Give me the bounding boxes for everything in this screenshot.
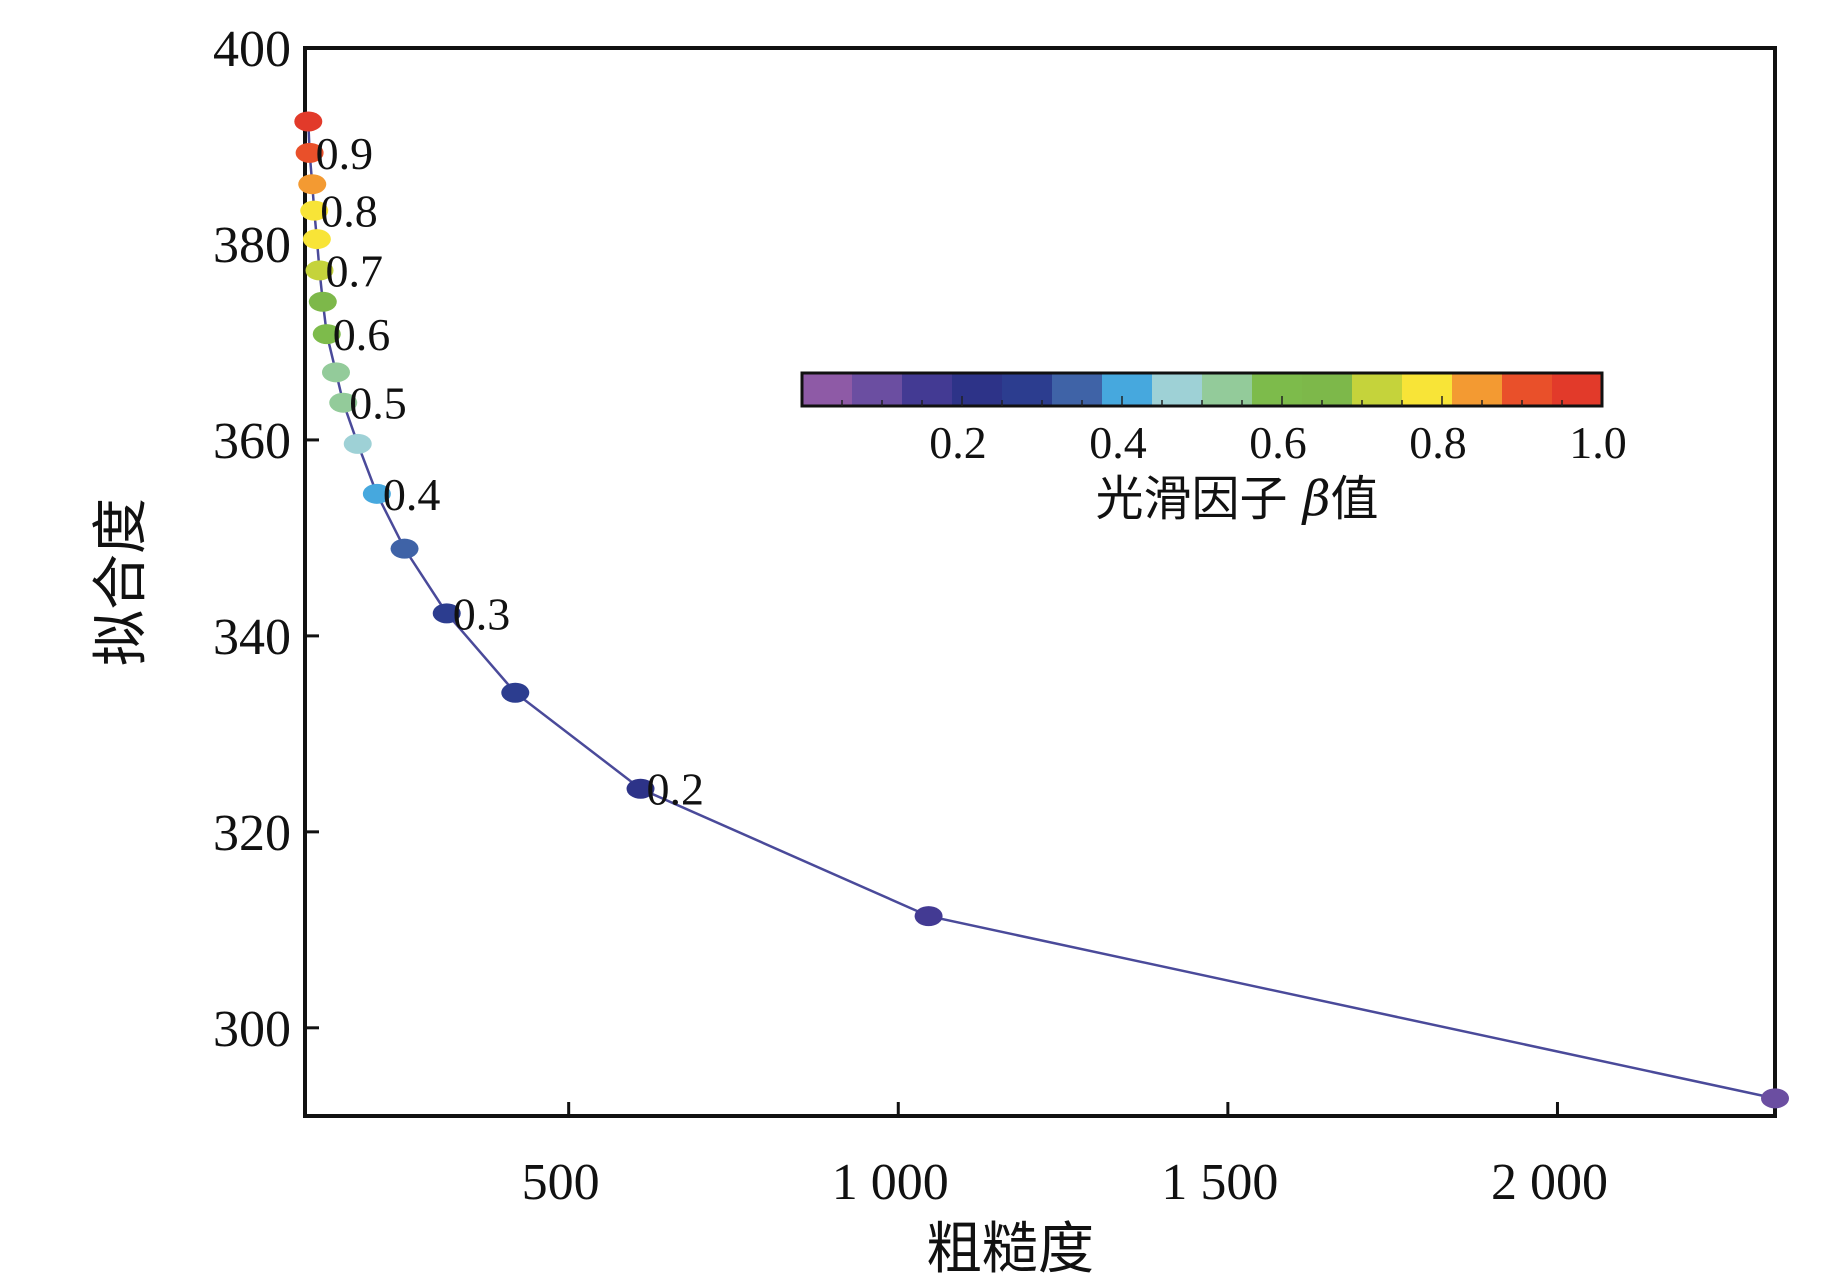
data-point <box>501 682 530 703</box>
plot-frame <box>303 46 1777 1118</box>
data-point <box>305 260 334 281</box>
data-point <box>294 111 323 132</box>
point-annotations: 0.9 0.8 0.7 0.6 0.5 0.4 0.3 0.2 <box>316 128 704 815</box>
fit-curve-line <box>307 121 1776 1100</box>
y-tick-label: 360 <box>213 413 291 470</box>
y-tick-label: 300 <box>213 1001 291 1058</box>
point-label: 0.6 <box>333 309 391 360</box>
data-point <box>914 906 943 927</box>
point-label: 0.3 <box>453 588 511 639</box>
point-label: 0.2 <box>647 764 705 815</box>
data-point <box>312 324 341 345</box>
data-point <box>321 362 350 383</box>
data-point <box>1761 1088 1789 1109</box>
y-tick-label: 340 <box>213 609 291 666</box>
colorbar-tick-label: 0.4 <box>1089 417 1147 468</box>
colorbar-tick-label: 1.0 <box>1569 417 1627 468</box>
data-point <box>626 778 655 799</box>
data-point <box>390 538 419 559</box>
data-point <box>295 142 324 163</box>
x-tick-label: 1 000 <box>832 1154 949 1211</box>
x-axis-ticks: 500 1 000 1 500 2 000 <box>522 1102 1608 1211</box>
point-label: 0.4 <box>383 469 441 520</box>
data-point <box>362 483 391 504</box>
data-point <box>329 392 358 413</box>
point-label: 0.8 <box>320 186 378 237</box>
y-tick-label: 400 <box>213 21 291 78</box>
x-tick-label: 500 <box>522 1154 600 1211</box>
data-point <box>432 603 461 624</box>
y-axis-title: 拟合度 <box>89 498 154 666</box>
data-point <box>343 433 372 454</box>
data-points <box>294 111 1789 1109</box>
data-point <box>308 291 337 312</box>
x-axis-title: 粗糙度 <box>926 1217 1094 1276</box>
colorbar-tick-label: 0.6 <box>1249 417 1307 468</box>
point-label: 0.5 <box>349 378 407 429</box>
x-tick-label: 2 000 <box>1491 1154 1608 1211</box>
point-label: 0.7 <box>326 245 384 296</box>
colorbar-tick-label: 0.2 <box>929 417 987 468</box>
data-point <box>298 174 327 195</box>
colorbar-tick-label: 0.8 <box>1409 417 1467 468</box>
y-axis-ticks: 300 320 340 360 380 400 <box>213 21 319 1058</box>
y-tick-label: 380 <box>213 217 291 274</box>
point-label: 0.9 <box>316 128 374 179</box>
colorbar-ticks: 0.2 0.4 0.6 0.8 1.0 <box>841 396 1627 468</box>
data-point <box>302 229 331 250</box>
x-tick-label: 1 500 <box>1161 1154 1278 1211</box>
y-tick-label: 320 <box>213 805 291 862</box>
colorbar-legend: 0.2 0.4 0.6 0.8 1.0 光滑因子 β值 <box>800 371 1627 527</box>
colorbar-title: 光滑因子 β值 <box>1095 471 1378 527</box>
data-point <box>300 200 329 221</box>
